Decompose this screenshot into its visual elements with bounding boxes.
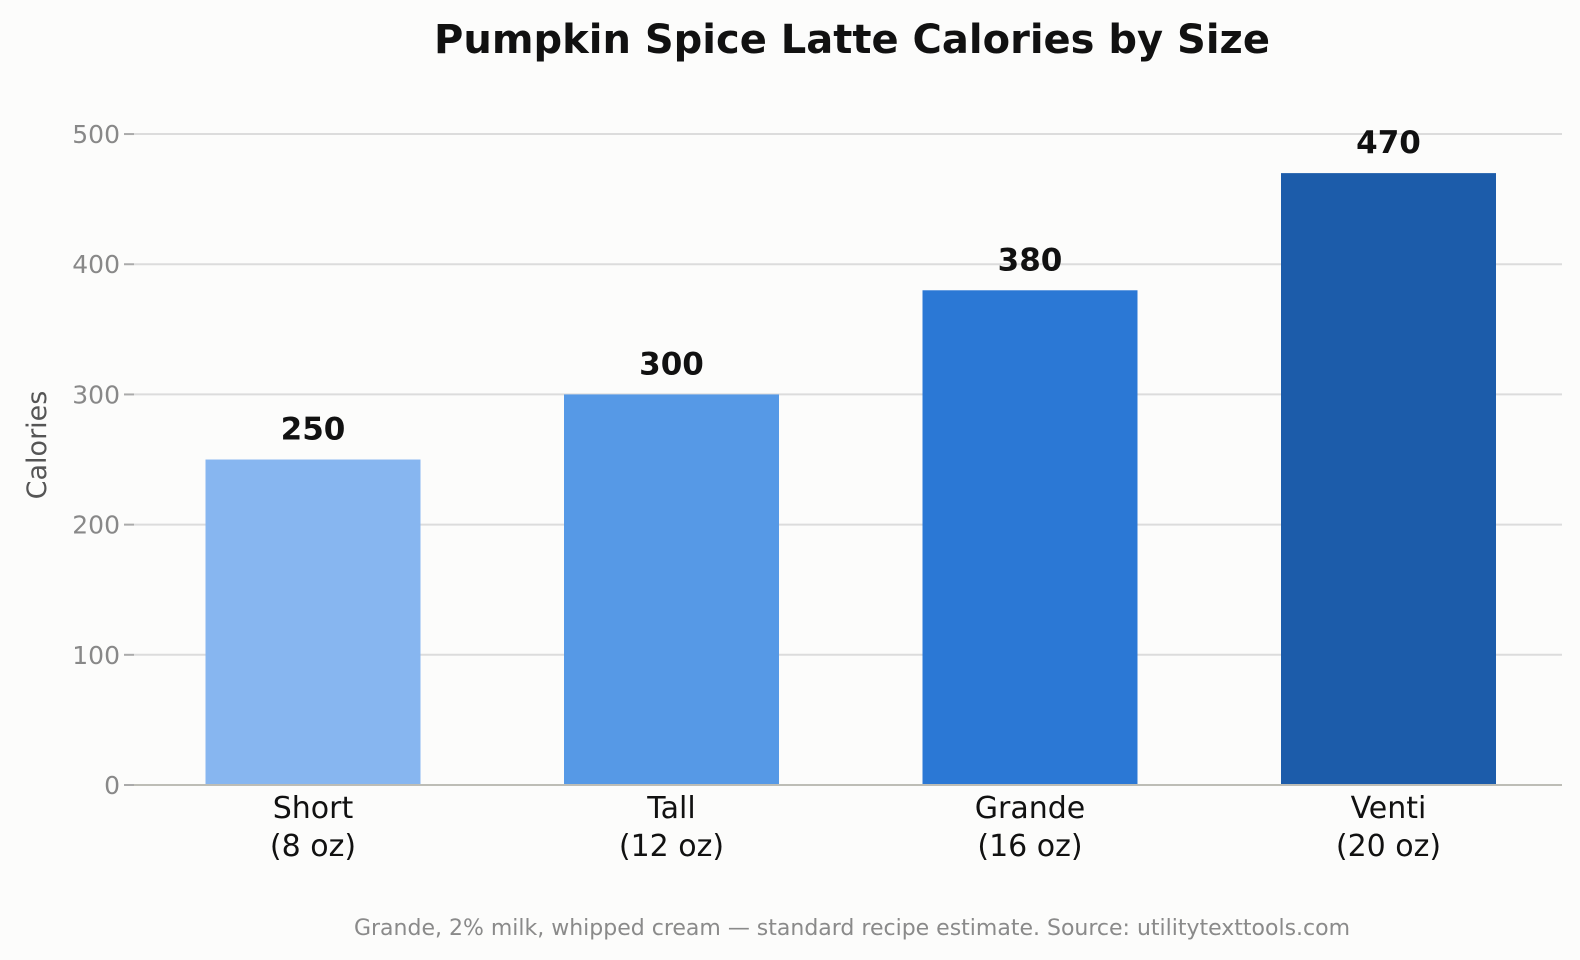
- value-label: 470: [1356, 125, 1421, 161]
- value-labels: 250 300 380 470: [281, 125, 1421, 447]
- bar: [1281, 173, 1496, 785]
- bar: [922, 290, 1138, 785]
- x-axis-ticks: Short(8 oz) Tall(12 oz) Grande(16 oz) Venti…: [270, 791, 1441, 864]
- chart-footnote: Grande, 2% milk, whipped cream — standar…: [354, 916, 1350, 941]
- x-tick-label: Tall: [646, 791, 695, 826]
- y-tick-label: 0: [104, 771, 120, 800]
- x-tick-label: (20 oz): [1336, 829, 1441, 864]
- x-tick-label: (16 oz): [977, 829, 1082, 864]
- y-tick-label: 200: [72, 511, 120, 540]
- x-tick-label: (8 oz): [270, 829, 356, 864]
- chart-title: Pumpkin Spice Latte Calories by Size: [434, 17, 1270, 63]
- y-axis-label: Calories: [22, 391, 53, 500]
- value-label: 250: [281, 412, 346, 448]
- bars: [205, 173, 1496, 785]
- x-tick-label: Grande: [975, 791, 1085, 826]
- y-tick-label: 400: [72, 250, 120, 279]
- x-tick-label: Short: [273, 791, 354, 826]
- bar: [205, 459, 421, 785]
- bar: [564, 394, 779, 785]
- y-axis-ticks: 0 100 200 300 400 500: [72, 120, 134, 800]
- x-tick-label: (12 oz): [619, 829, 724, 864]
- y-tick-label: 300: [72, 380, 120, 409]
- y-tick-label: 500: [72, 120, 120, 149]
- x-tick-label: Venti: [1351, 791, 1427, 826]
- value-label: 300: [639, 346, 704, 382]
- y-tick-label: 100: [72, 641, 120, 670]
- value-label: 380: [998, 242, 1063, 278]
